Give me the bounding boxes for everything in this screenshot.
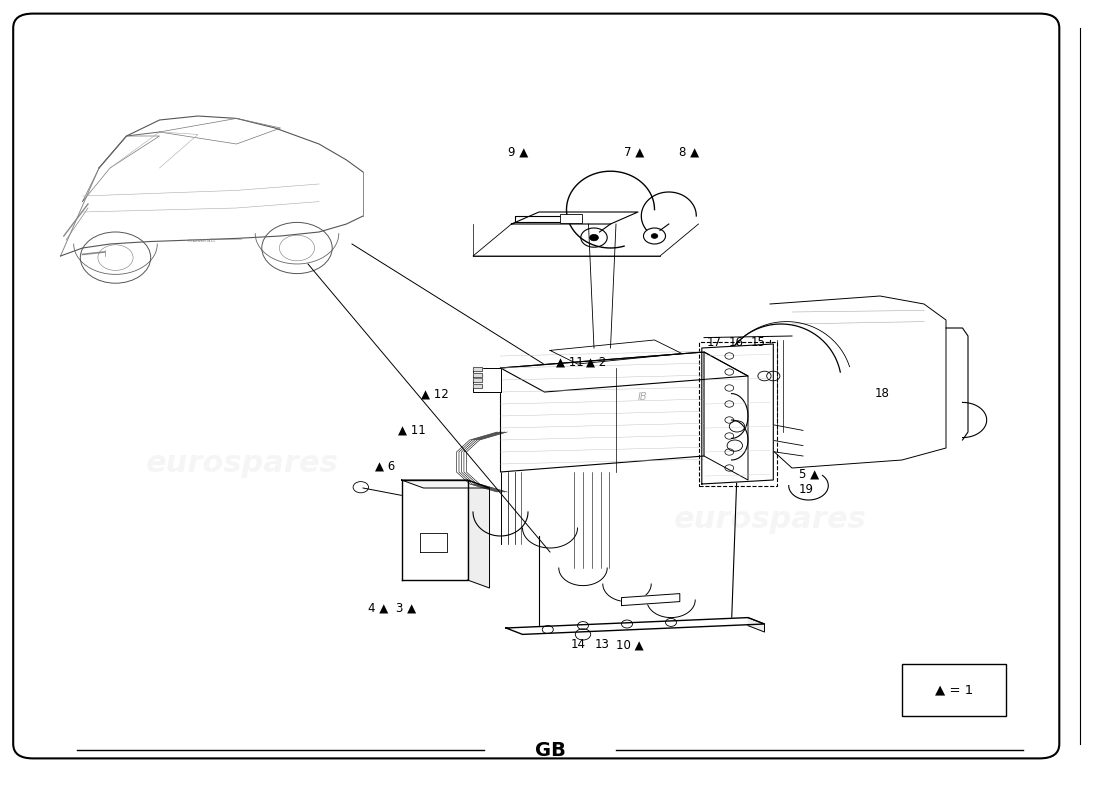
Polygon shape <box>473 368 500 392</box>
Polygon shape <box>748 618 764 632</box>
Text: ▲ 11: ▲ 11 <box>398 423 426 436</box>
Text: ▲ 6: ▲ 6 <box>375 459 395 472</box>
Polygon shape <box>500 352 748 392</box>
Polygon shape <box>473 384 482 388</box>
Polygon shape <box>473 378 482 382</box>
Text: maserati: maserati <box>187 238 214 243</box>
Text: ▲ 2: ▲ 2 <box>586 355 606 368</box>
Text: 7 ▲: 7 ▲ <box>624 146 644 158</box>
Polygon shape <box>402 480 468 580</box>
Text: 5 ▲: 5 ▲ <box>799 467 818 480</box>
Circle shape <box>651 234 658 238</box>
Text: IB: IB <box>638 392 648 402</box>
Polygon shape <box>621 594 680 606</box>
Text: 18: 18 <box>874 387 890 400</box>
Text: 8 ▲: 8 ▲ <box>679 146 699 158</box>
Text: 9 ▲: 9 ▲ <box>508 146 528 158</box>
Polygon shape <box>704 352 748 480</box>
Text: 17: 17 <box>706 336 722 349</box>
Text: 13: 13 <box>595 638 610 651</box>
Circle shape <box>590 234 598 241</box>
FancyBboxPatch shape <box>560 214 582 223</box>
Text: 4 ▲: 4 ▲ <box>368 602 388 614</box>
Text: 16: 16 <box>728 336 744 349</box>
Polygon shape <box>473 367 482 371</box>
Polygon shape <box>468 480 490 588</box>
Text: 14: 14 <box>571 638 586 651</box>
Text: GB: GB <box>535 741 565 760</box>
Text: eurospares: eurospares <box>145 450 339 478</box>
FancyBboxPatch shape <box>13 14 1059 758</box>
Polygon shape <box>473 373 482 377</box>
Text: ▲ 12: ▲ 12 <box>421 387 449 400</box>
Polygon shape <box>402 480 490 488</box>
Text: 15: 15 <box>750 336 766 349</box>
Text: eurospares: eurospares <box>673 506 867 534</box>
Text: 10 ▲: 10 ▲ <box>616 638 644 651</box>
Polygon shape <box>500 352 704 472</box>
Text: 19: 19 <box>799 483 814 496</box>
Text: ▲ = 1: ▲ = 1 <box>935 683 972 697</box>
Polygon shape <box>702 344 773 484</box>
Text: ▲ 11: ▲ 11 <box>556 355 583 368</box>
Text: 3 ▲: 3 ▲ <box>396 602 416 614</box>
FancyBboxPatch shape <box>902 664 1007 716</box>
Polygon shape <box>506 618 764 634</box>
